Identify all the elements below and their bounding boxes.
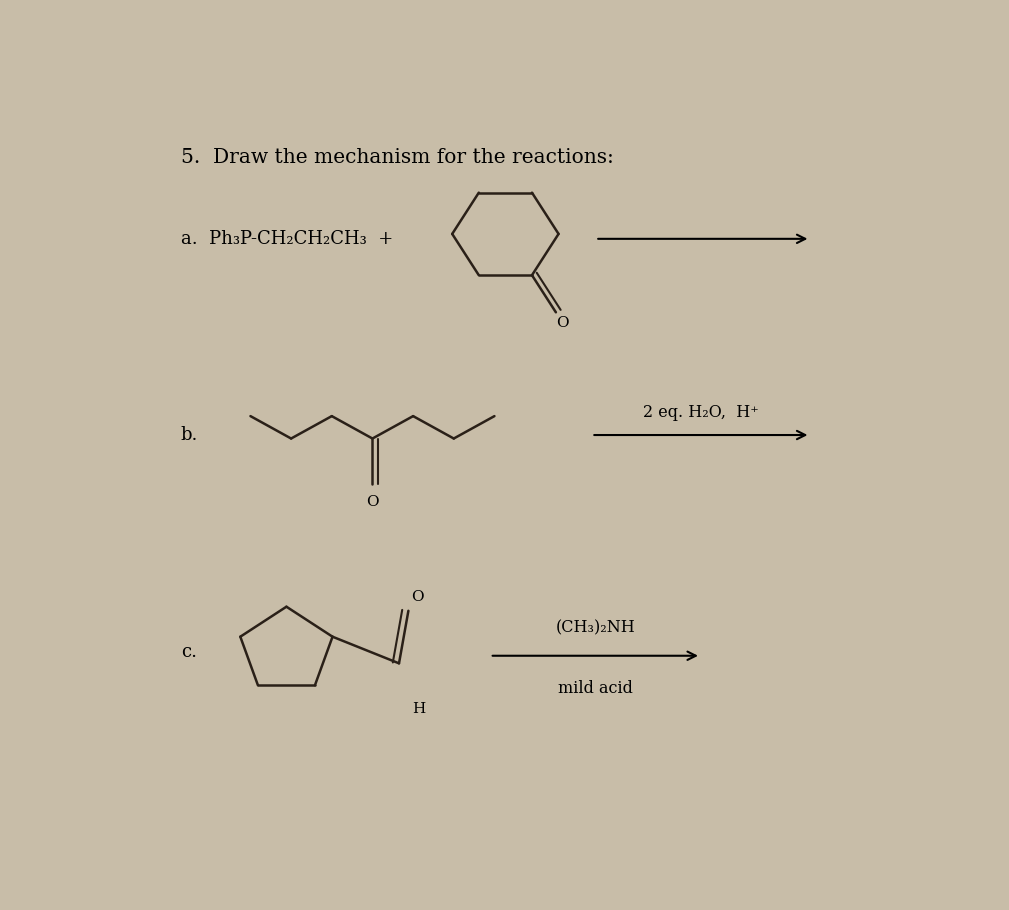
Text: (CH₃)₂NH: (CH₃)₂NH [555, 619, 636, 636]
Text: c.: c. [181, 643, 197, 662]
Text: O: O [557, 317, 569, 330]
Text: O: O [412, 590, 424, 603]
Text: H: H [412, 702, 425, 716]
Text: b.: b. [181, 426, 198, 444]
Text: 5.  Draw the mechanism for the reactions:: 5. Draw the mechanism for the reactions: [181, 147, 613, 167]
Text: a.  Ph₃P-CH₂CH₂CH₃  +: a. Ph₃P-CH₂CH₂CH₃ + [181, 230, 394, 248]
Text: mild acid: mild acid [558, 681, 633, 697]
Text: 2 eq. H₂O,  H⁺: 2 eq. H₂O, H⁺ [643, 404, 759, 421]
Text: O: O [366, 495, 378, 510]
